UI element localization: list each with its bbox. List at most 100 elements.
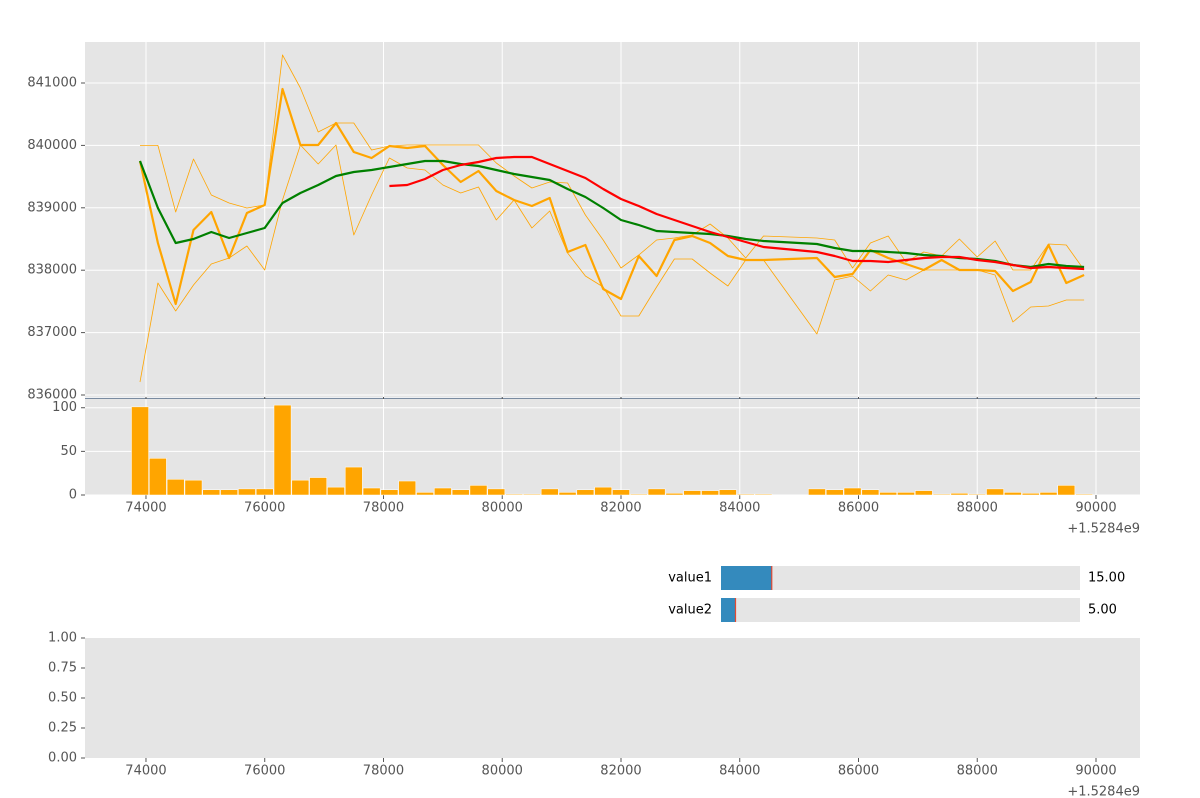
x-tick-label: 74000 [125,764,166,779]
slider-label: value1 [668,571,712,586]
volume-bar [362,487,381,496]
volume-bar [950,493,969,496]
x-tick-label: 82000 [600,764,641,779]
y-tick-label: 840000 [27,138,77,153]
slider-label: value2 [668,603,712,618]
volume-bar [202,489,221,496]
x-tick-label: 88000 [957,501,998,516]
x-tick-label: 76000 [244,764,285,779]
volume-bar [1021,493,1040,496]
volume-bar [398,480,417,496]
x-offset-label: +1.5284e9 [1067,522,1140,537]
volume-bar [434,487,452,496]
volume-bar [612,489,630,496]
volume-bar [576,489,595,496]
volume-bar [1039,492,1058,496]
volume-bar [594,486,612,496]
x-tick-label: 78000 [363,501,404,516]
slider-track[interactable] [721,566,1080,590]
price-line [138,87,1085,306]
x-tick-label: 80000 [482,764,523,779]
volume-bar [915,490,933,496]
volume-bar [309,477,327,496]
volume-bar [166,479,185,496]
axes: 836000 837000 838000 839000 840000 841000 [27,42,1140,403]
volume-bar [1075,493,1093,496]
y-tick-label: 50 [60,444,77,459]
volume-bar [1004,492,1022,496]
axes: 0.00 0.25 0.50 0.75 1.00 74000 76000 78000 80000… [48,631,1140,798]
y-tick-label: 837000 [27,325,77,340]
volume-bar [273,404,292,496]
slider: value1 15.00 [668,566,1125,590]
y-tick-label: 0.50 [48,691,77,706]
volume-bar [149,458,167,496]
price-line [138,159,1085,269]
volume-bar [523,493,541,496]
slider-fill [721,598,736,622]
plot-area [85,42,1140,397]
volume-bar [754,493,773,496]
slider-track[interactable] [721,598,1080,622]
volume-bar [184,479,203,496]
axes: 0 50 100 74000 76000 78000 80000 82000 84000 8600… [52,399,1140,537]
volume-bar [255,488,274,496]
volume-bar [647,488,666,496]
volume-bar [380,489,399,496]
x-tick-label: 74000 [125,501,166,516]
volume-bar [344,466,363,496]
price-line [140,54,1085,271]
x-tick-label: 78000 [363,764,404,779]
slider-value: 5.00 [1088,603,1117,618]
x-offset-label: +1.5284e9 [1067,785,1140,798]
volume-bar [701,490,719,496]
x-tick-label: 80000 [482,501,523,516]
volume-bar [736,493,755,496]
y-tick-label: 841000 [27,75,77,90]
slider: value2 5.00 [668,598,1117,622]
volume-bar [1057,485,1076,496]
volume-bar [968,493,987,496]
x-tick-label: 82000 [600,501,641,516]
volume-bar [131,406,149,496]
volume-bar [291,479,310,496]
volume-bar [665,493,684,496]
y-tick-label: 838000 [27,263,77,278]
volume-bar [986,488,1004,496]
volume-bar [558,492,577,496]
y-tick-label: 0.25 [48,721,77,736]
y-tick-label: 836000 [27,388,77,403]
volume-bar [220,489,238,496]
volume-bar [879,492,897,496]
x-tick-label: 86000 [838,764,879,779]
x-tick-label: 86000 [838,501,879,516]
volume-bar [505,493,523,496]
volume-bar [808,488,826,496]
volume-bar [825,489,844,496]
volume-bar [451,489,470,496]
x-tick-label: 76000 [244,501,285,516]
slider-value: 15.00 [1088,571,1125,586]
volume-bar [932,493,951,496]
y-tick-label: 1.00 [48,631,77,646]
y-tick-label: 0 [69,488,77,503]
volume-bar [843,487,862,496]
volume-bar [487,488,506,496]
volume-bar [540,488,559,496]
volume-bar [469,485,488,496]
slider-fill [721,566,772,590]
y-tick-label: 0.75 [48,661,77,676]
y-tick-label: 839000 [27,200,77,215]
plot-area [85,638,1140,758]
x-tick-label: 88000 [957,764,998,779]
volume-bar [719,489,737,496]
volume-bar [327,486,345,496]
volume-bar [897,492,915,496]
plot-area [85,399,1140,495]
volume-bar [630,493,648,496]
x-tick-label: 84000 [719,764,760,779]
volume-bar [683,490,702,496]
price-line [389,155,1085,271]
x-tick-label: 90000 [1075,764,1116,779]
